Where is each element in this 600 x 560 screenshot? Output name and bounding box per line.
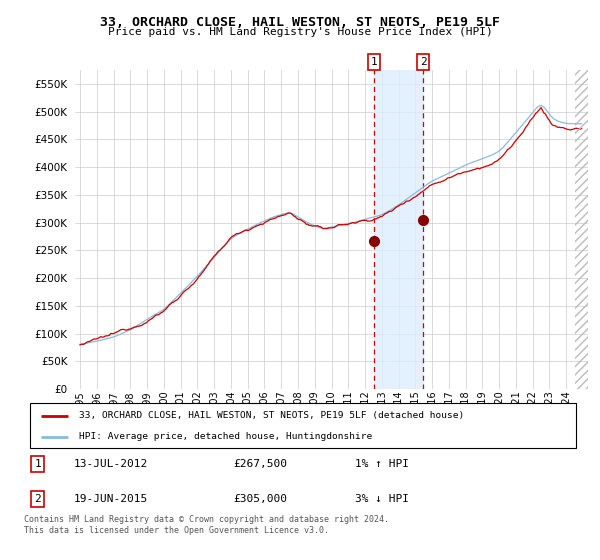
Bar [575,70,592,389]
Text: 13-JUL-2012: 13-JUL-2012 [74,459,148,469]
Text: 3% ↓ HPI: 3% ↓ HPI [355,494,409,504]
Text: 19-JUN-2015: 19-JUN-2015 [74,494,148,504]
Text: £267,500: £267,500 [234,459,288,469]
Text: 1: 1 [371,57,377,67]
Text: 33, ORCHARD CLOSE, HAIL WESTON, ST NEOTS, PE19 5LF (detached house): 33, ORCHARD CLOSE, HAIL WESTON, ST NEOTS… [79,411,464,420]
Text: HPI: Average price, detached house, Huntingdonshire: HPI: Average price, detached house, Hunt… [79,432,373,441]
Text: 1: 1 [34,459,41,469]
Bar [374,70,423,389]
Text: 2: 2 [34,494,41,504]
Text: 1% ↑ HPI: 1% ↑ HPI [355,459,409,469]
FancyBboxPatch shape [30,403,576,448]
Text: 33, ORCHARD CLOSE, HAIL WESTON, ST NEOTS, PE19 5LF: 33, ORCHARD CLOSE, HAIL WESTON, ST NEOTS… [100,16,500,29]
Text: Price paid vs. HM Land Registry's House Price Index (HPI): Price paid vs. HM Land Registry's House … [107,27,493,37]
Text: 2: 2 [420,57,427,67]
Text: £305,000: £305,000 [234,494,288,504]
Text: Contains HM Land Registry data © Crown copyright and database right 2024.
This d: Contains HM Land Registry data © Crown c… [24,515,389,535]
